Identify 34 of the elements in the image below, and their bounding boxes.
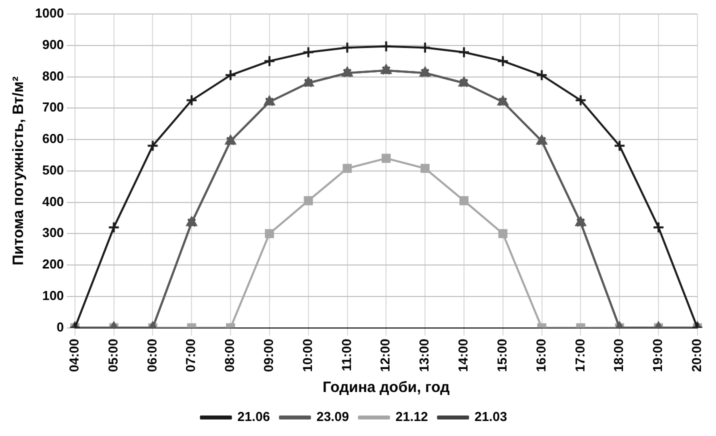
x-tick-label: 14:00 bbox=[456, 338, 471, 372]
x-axis-title: Година доби, год bbox=[322, 379, 450, 396]
x-tick-label: 09:00 bbox=[261, 338, 276, 372]
x-tick-label: 13:00 bbox=[416, 338, 432, 372]
y-tick-label: 700 bbox=[42, 100, 64, 115]
legend-label: 21.12 bbox=[396, 409, 428, 424]
legend-label: 21.03 bbox=[474, 409, 508, 424]
x-tick-label: 07:00 bbox=[183, 338, 198, 372]
y-tick-label: 800 bbox=[42, 68, 64, 84]
y-tick-label: 0 bbox=[56, 319, 64, 334]
y-tick-label: 500 bbox=[42, 162, 64, 178]
x-tick-label: 06:00 bbox=[144, 338, 160, 372]
x-tick-label: 20:00 bbox=[688, 338, 704, 372]
x-tick-label: 16:00 bbox=[533, 338, 548, 372]
y-tick-label: 900 bbox=[42, 36, 64, 52]
x-tick-label: 18:00 bbox=[611, 338, 626, 372]
y-tick-label: 400 bbox=[42, 194, 64, 209]
legend-label: 21.06 bbox=[237, 409, 270, 424]
x-tick-label: 15:00 bbox=[494, 338, 510, 372]
x-tick-label: 11:00 bbox=[338, 338, 354, 372]
y-tick-label: 600 bbox=[42, 131, 64, 146]
y-tick-label: 1000 bbox=[35, 6, 64, 21]
y-axis-title: Питома потужність, Вт/м² bbox=[10, 76, 28, 266]
y-tick-label: 300 bbox=[42, 225, 64, 240]
y-tick-label: 100 bbox=[42, 288, 64, 303]
x-tick-label: 08:00 bbox=[222, 338, 238, 372]
x-tick-label: 12:00 bbox=[378, 338, 393, 372]
x-tick-label: 05:00 bbox=[105, 338, 120, 372]
x-tick-label: 04:00 bbox=[66, 338, 82, 372]
x-tick-label: 10:00 bbox=[300, 338, 315, 372]
legend-label: 23.09 bbox=[316, 409, 350, 424]
x-tick-label: 19:00 bbox=[650, 338, 666, 372]
x-tick-label: 17:00 bbox=[572, 338, 588, 372]
y-tick-label: 200 bbox=[42, 256, 64, 272]
